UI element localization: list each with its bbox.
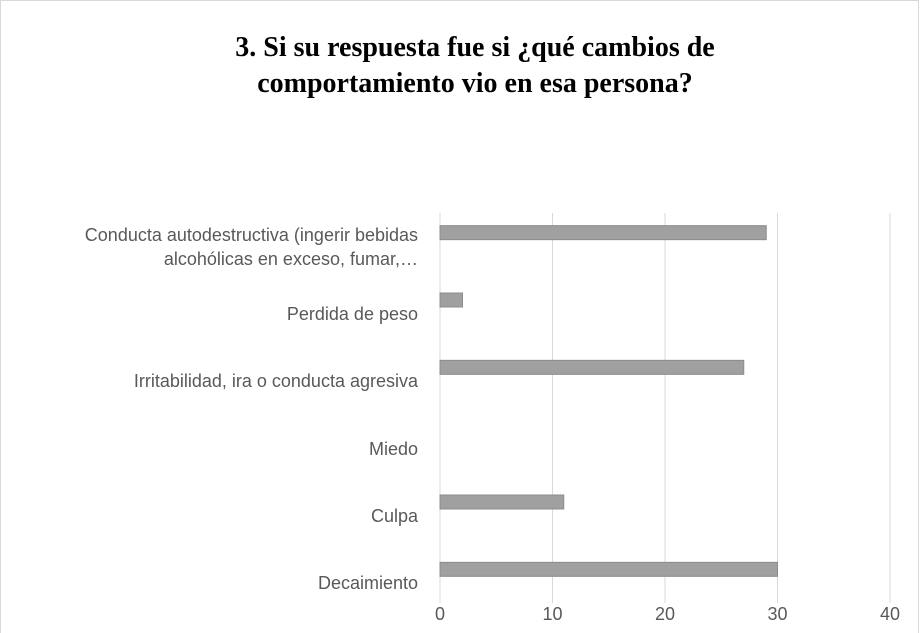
bar [439, 494, 565, 510]
x-tick-label: 0 [434, 604, 446, 624]
y-tick-label: Conducta autodestructiva (ingerir bebida… [84, 224, 418, 269]
y-tick-label: Decaimiento [317, 573, 418, 594]
y-tick-label: Perdida de peso [286, 304, 418, 324]
chart-title: 3. Si su respuesta fue si ¿qué cambios d… [235, 32, 715, 99]
y-tick-label: Culpa [370, 506, 418, 526]
x-tick-label: 10 [542, 604, 563, 624]
y-tick-label: Miedo [368, 438, 418, 459]
x-tick-label: 40 [879, 604, 901, 624]
bar [439, 225, 767, 241]
x-tick-label: 30 [767, 604, 788, 624]
y-tick-label: Irritabilidad, ira o conducta agresiva [133, 371, 418, 392]
bar [439, 561, 778, 577]
bar [439, 359, 745, 375]
x-tick-label: 20 [654, 604, 676, 624]
bar [439, 292, 463, 308]
